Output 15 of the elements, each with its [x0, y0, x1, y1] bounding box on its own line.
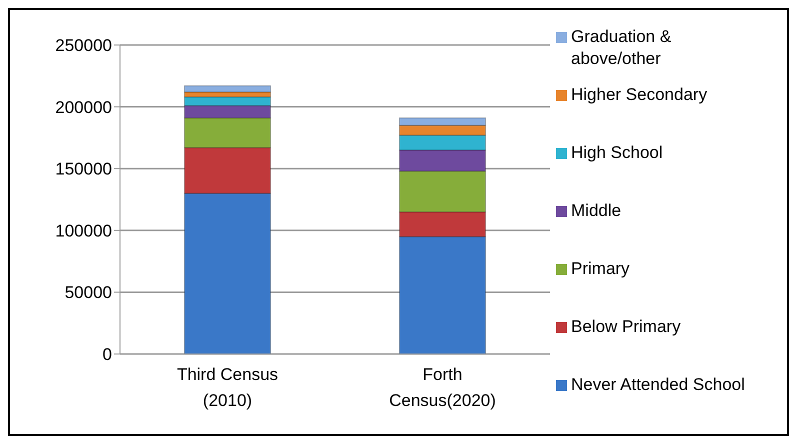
legend-label: Middle [571, 200, 622, 222]
y-tick-label: 250000 [55, 36, 112, 56]
y-tick-label: 100000 [55, 221, 112, 240]
y-tick-label: 200000 [55, 98, 112, 117]
x-tick-label: Third Census (2010) [176, 365, 278, 410]
legend-label: Graduation & above/other [571, 26, 672, 70]
y-tick-label: 50000 [64, 283, 112, 302]
legend-label: Higher Secondary [571, 84, 708, 106]
y-tick-label: 0 [102, 345, 112, 364]
legend-label: Below Primary [571, 316, 681, 338]
legend-label: Never Attended School [571, 374, 745, 396]
y-tick-label: 150000 [55, 160, 112, 179]
x-tick-label: Forth Census(2020) [389, 365, 496, 410]
legend-label: High School [571, 142, 663, 164]
legend-label: Primary [571, 258, 630, 280]
